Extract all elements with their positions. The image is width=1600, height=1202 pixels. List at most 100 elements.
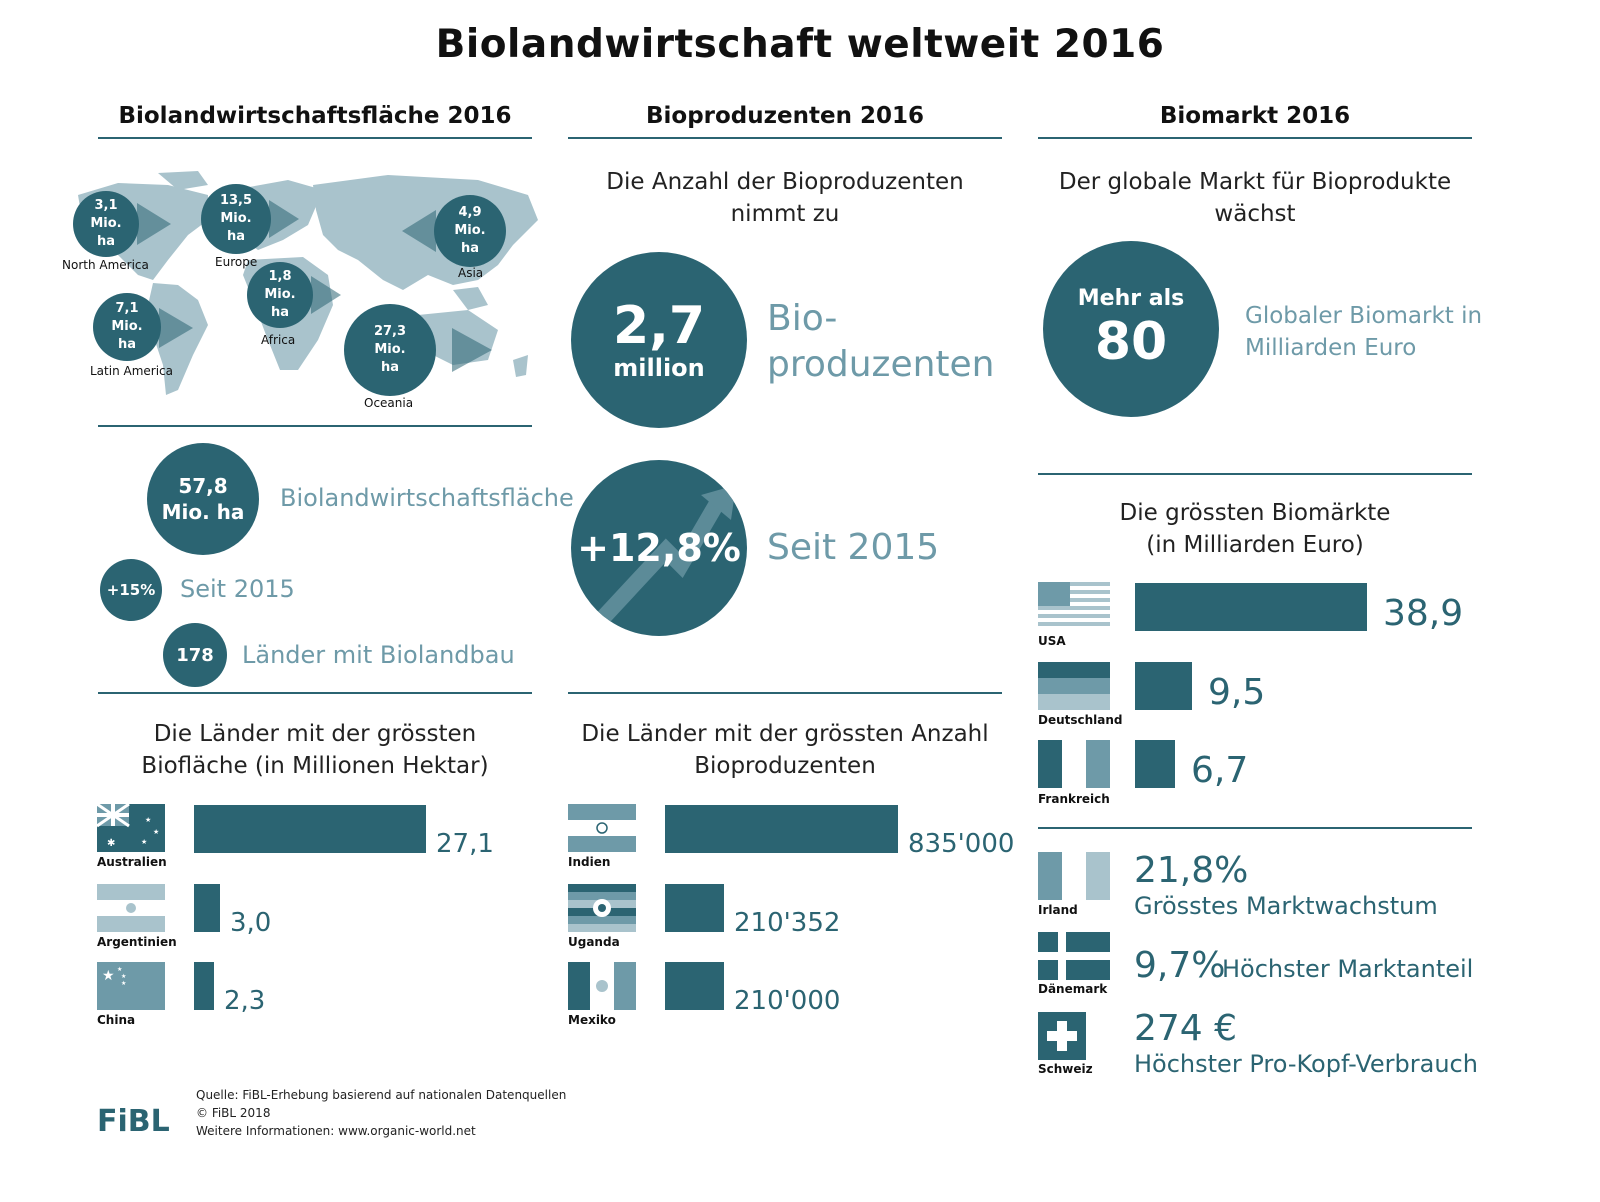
callout-arrow [137,203,171,245]
svg-text:★: ★ [141,838,147,846]
flag-china-icon: ★ ★★★ [97,962,165,1010]
country-label: Mexiko [568,1013,616,1027]
source-note: Quelle: FiBL-Erhebung basierend auf nati… [196,1088,567,1138]
column-header-area: Biolandwirtschaftsfläche 2016 [118,103,512,129]
divider [1038,473,1472,475]
bar-value-label: 38,9 [1383,593,1464,634]
chart-bar [1135,740,1175,788]
callout-arrow [159,308,193,348]
flag-india-icon [568,804,636,852]
divider [98,137,532,139]
country-label: Uganda [568,935,620,949]
country-label: USA [1038,634,1066,648]
highlight-label: Höchster Pro-Kopf-Verbrauch [1134,1050,1478,1078]
svg-text:★: ★ [153,828,159,836]
producers-count-circle: 2,7 million [571,252,747,428]
chart-bar [1135,662,1192,710]
country-label: China [97,1013,136,1027]
region-europe-value: 13,5 Mio. ha [201,184,271,254]
biggest-markets-title: Die grössten Biomärkte (in Milliarden Eu… [1119,500,1391,558]
flag-denmark-icon [1038,932,1110,980]
svg-text:✱: ✱ [107,838,115,849]
countries-label: Länder mit Biolandbau [242,641,515,669]
svg-text:★: ★ [121,980,126,987]
page-title: Biolandwirtschaft weltweit 2016 [435,22,1165,67]
chart-bar [1135,583,1367,631]
bar-value-label: 2,3 [224,986,266,1016]
flag-uganda-icon [568,884,636,932]
bar-value-label: 3,0 [230,908,272,938]
bar-value-label: 6,7 [1191,750,1249,791]
bar-value-label: 210'000 [734,986,841,1016]
column-header-producers: Bioproduzenten 2016 [645,103,924,129]
highlight-label: Grösstes Marktwachstum [1134,892,1438,920]
producers-intro: Die Anzahl der Bioproduzenten nimmt zu [606,169,964,227]
svg-text:★: ★ [145,816,151,824]
callout-arrow [269,200,299,238]
divider [1038,137,1472,139]
country-label: Argentinien [97,935,177,949]
flag-germany-icon [1038,662,1110,710]
flag-ireland-icon [1038,852,1110,900]
chart-area-title: Die Länder mit der grössten Biofläche (i… [141,721,489,779]
region-africa-value: 1,8 Mio. ha [247,262,313,328]
bar-value-label: 9,5 [1208,672,1266,713]
region-oceania-label: Oceania [364,396,414,410]
highlight-value: 9,7% [1134,945,1226,986]
chart-bar [665,805,898,853]
highlight-value: 21,8% [1134,850,1249,891]
chart-bar [194,805,426,853]
producers-growth-label: Seit 2015 [767,527,940,568]
country-label: Schweiz [1038,1062,1093,1076]
country-label: Irland [1038,903,1078,917]
trend-arrow-icon [595,485,736,626]
country-label: Australien [97,855,167,869]
divider [568,692,1002,694]
country-label: Deutschland [1038,713,1123,727]
region-asia-value: 4,9 Mio. ha [434,195,506,267]
market-value-label: Globaler Biomarkt in Milliarden Euro [1245,303,1483,361]
flag-usa-icon [1038,582,1110,626]
svg-text:★: ★ [121,973,126,980]
region-latin-america-label: Latin America [90,364,173,378]
divider [568,137,1002,139]
fibl-logo: FiBL [97,1104,170,1139]
chart-bar [194,884,220,932]
svg-text:★: ★ [102,968,115,984]
country-label: Dänemark [1038,982,1108,996]
area-growth-label: Seit 2015 [180,575,295,603]
divider [1038,827,1472,829]
region-asia-label: Asia [458,266,484,280]
flag-argentina-icon [97,884,165,932]
highlight-label: Höchster Marktanteil [1222,955,1474,983]
region-oceania-value: 27,3 Mio. ha [344,304,436,396]
area-growth-circle: +15% [100,559,162,621]
producers-count-label: Bio- produzenten [767,298,995,385]
callout-arrow [311,276,341,314]
column-header-market: Biomarkt 2016 [1159,103,1351,129]
divider [98,425,532,427]
region-north-america-value: 3,1 Mio. ha [73,191,139,257]
country-label: Frankreich [1038,792,1110,806]
total-area-circle: 57,8 Mio. ha [147,443,259,555]
divider [98,692,532,694]
flag-france-icon [1038,740,1110,788]
chart-producers-title: Die Länder mit der grössten Anzahl Biopr… [581,721,989,779]
country-label: Indien [568,855,611,869]
callout-arrow [402,210,436,252]
flag-australia-icon: ✱ ★★★ [97,804,165,852]
chart-bar [665,884,724,932]
region-europe-label: Europe [215,255,258,269]
bar-value-label: 835'000 [908,829,1015,859]
flag-switzerland-icon [1038,1012,1086,1060]
bar-value-label: 210'352 [734,908,841,938]
market-intro: Der globale Markt für Bioprodukte wächst [1058,169,1452,227]
producers-growth-circle: +12,8% [571,460,747,636]
region-africa-label: Africa [261,333,296,347]
chart-bar [665,962,724,1010]
highlight-value: 274 € [1134,1008,1238,1049]
callout-arrow [452,328,492,372]
svg-text:★: ★ [117,966,122,973]
market-value-circle: Mehr als 80 [1043,241,1219,417]
flag-mexico-icon [568,962,636,1010]
